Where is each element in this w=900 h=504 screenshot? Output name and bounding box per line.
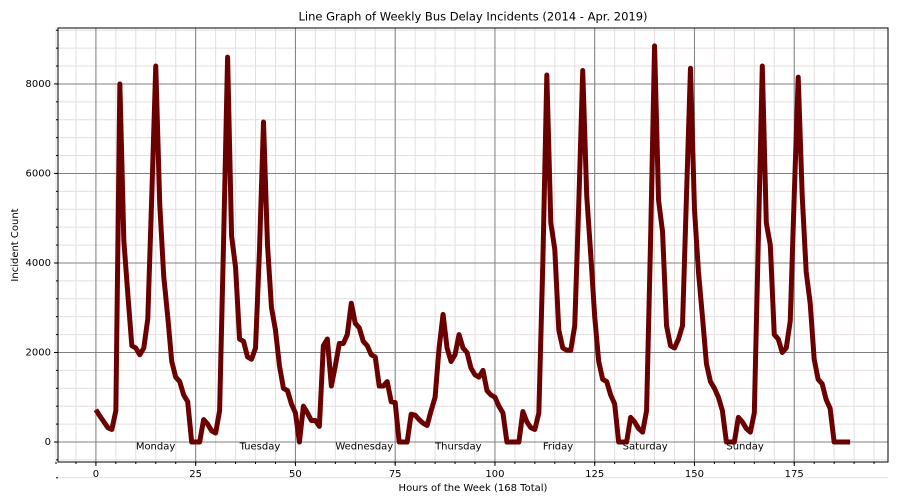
x-tick-label: 175 <box>785 469 804 480</box>
annotation: Tuesday <box>239 441 281 452</box>
annotation: Wednesday <box>335 441 393 452</box>
y-tick-label: 8000 <box>26 79 51 90</box>
y-tick-label: 6000 <box>26 168 51 179</box>
y-tick-label: 0 <box>45 437 51 448</box>
y-tick-label: 4000 <box>26 258 51 269</box>
plot-frame <box>57 27 889 463</box>
x-tick-label: 100 <box>485 469 504 480</box>
x-tick-label: 125 <box>585 469 604 480</box>
annotation: Friday <box>543 441 573 452</box>
chart-title: Line Graph of Weekly Bus Delay Incidents… <box>298 10 647 24</box>
x-tick-label: 50 <box>289 469 302 480</box>
x-axis-label: Hours of the Week (168 Total) <box>399 483 548 494</box>
x-tick-label: 75 <box>389 469 402 480</box>
y-tick-label: 2000 <box>26 347 51 358</box>
annotation: Saturday <box>623 441 668 452</box>
x-tick-label: 150 <box>685 469 704 480</box>
annotation: Monday <box>136 441 176 452</box>
annotation: Thursday <box>434 441 482 452</box>
x-tick-label: 0 <box>93 469 99 480</box>
x-tick-label: 25 <box>189 469 202 480</box>
data-line <box>93 43 851 445</box>
annotation: Sunday <box>726 441 763 452</box>
y-axis-label: Incident Count <box>10 208 21 281</box>
